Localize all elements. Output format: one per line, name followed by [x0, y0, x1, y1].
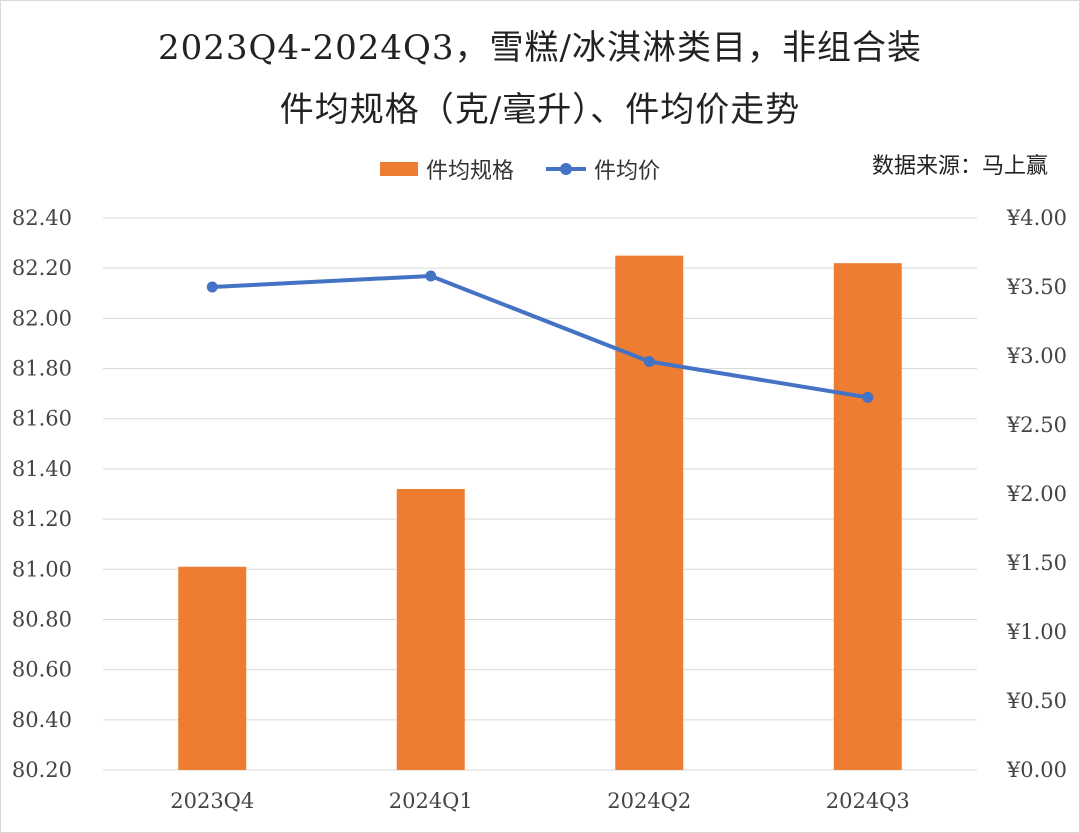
left-tick-label: 81.40 — [12, 457, 72, 481]
chart-title: 2023Q4-2024Q3，雪糕/冰淇淋类目，非组合装 — [157, 28, 922, 68]
x-tick-label: 2024Q2 — [607, 789, 691, 813]
x-tick-label: 2024Q1 — [389, 789, 473, 813]
price-point-2024Q1 — [425, 270, 437, 282]
left-tick-label: 80.60 — [12, 658, 72, 682]
source-note: 数据来源：马上赢 — [871, 154, 1048, 179]
chart-subtitle: 件均规格（克/毫升）、件均价走势 — [279, 90, 801, 130]
right-tick-label: ¥2.00 — [1006, 482, 1067, 506]
price-point-2023Q4 — [206, 281, 218, 293]
right-tick-label: ¥3.00 — [1006, 344, 1067, 368]
left-tick-label: 80.40 — [12, 708, 72, 732]
bar-2024Q1 — [396, 488, 465, 770]
right-tick-label: ¥1.50 — [1006, 551, 1067, 575]
bars — [178, 255, 902, 771]
right-tick-label: ¥0.00 — [1006, 758, 1067, 782]
x-axis-labels: 2023Q4 2024Q1 2024Q2 2024Q3 — [170, 789, 910, 813]
legend: 件均规格 件均价 — [380, 153, 660, 185]
right-tick-label: ¥1.00 — [1006, 620, 1067, 644]
left-axis-labels: 80.20 80.40 80.60 80.80 81.00 81.20 81.40 81.60… — [12, 206, 72, 782]
legend-label-size: 件均规格 — [426, 159, 515, 184]
right-axis-labels: ¥0.00 ¥0.50 ¥1.00 ¥1.50 ¥2.00 ¥2.50 ¥3.00 ¥3.50… — [1006, 206, 1067, 782]
right-tick-label: ¥2.50 — [1006, 413, 1067, 437]
price-line — [206, 270, 874, 403]
legend-line-swatch — [546, 162, 587, 176]
left-tick-label: 82.00 — [12, 306, 72, 330]
left-tick-label: 80.80 — [12, 607, 72, 631]
price-point-2024Q3 — [862, 391, 874, 403]
left-tick-label: 81.80 — [12, 357, 72, 381]
x-tick-label: 2023Q4 — [170, 789, 254, 813]
left-tick-label: 81.00 — [12, 557, 72, 581]
left-tick-label: 81.20 — [12, 507, 72, 531]
bar-2024Q3 — [833, 263, 902, 770]
bar-2024Q2 — [615, 255, 684, 771]
legend-label-price: 件均价 — [594, 159, 661, 184]
left-tick-label: 82.20 — [12, 256, 72, 280]
price-line-path — [212, 273, 869, 400]
right-tick-label: ¥4.00 — [1006, 206, 1067, 230]
right-tick-label: ¥3.50 — [1006, 275, 1067, 299]
legend-bar-swatch — [380, 162, 418, 176]
right-tick-label: ¥0.50 — [1006, 689, 1067, 713]
bar-2023Q4 — [178, 566, 247, 770]
left-tick-label: 82.40 — [12, 206, 72, 230]
left-tick-label: 80.20 — [12, 758, 72, 782]
x-tick-label: 2024Q3 — [826, 789, 910, 813]
price-point-2024Q2 — [643, 356, 655, 368]
left-tick-label: 81.60 — [12, 407, 72, 431]
